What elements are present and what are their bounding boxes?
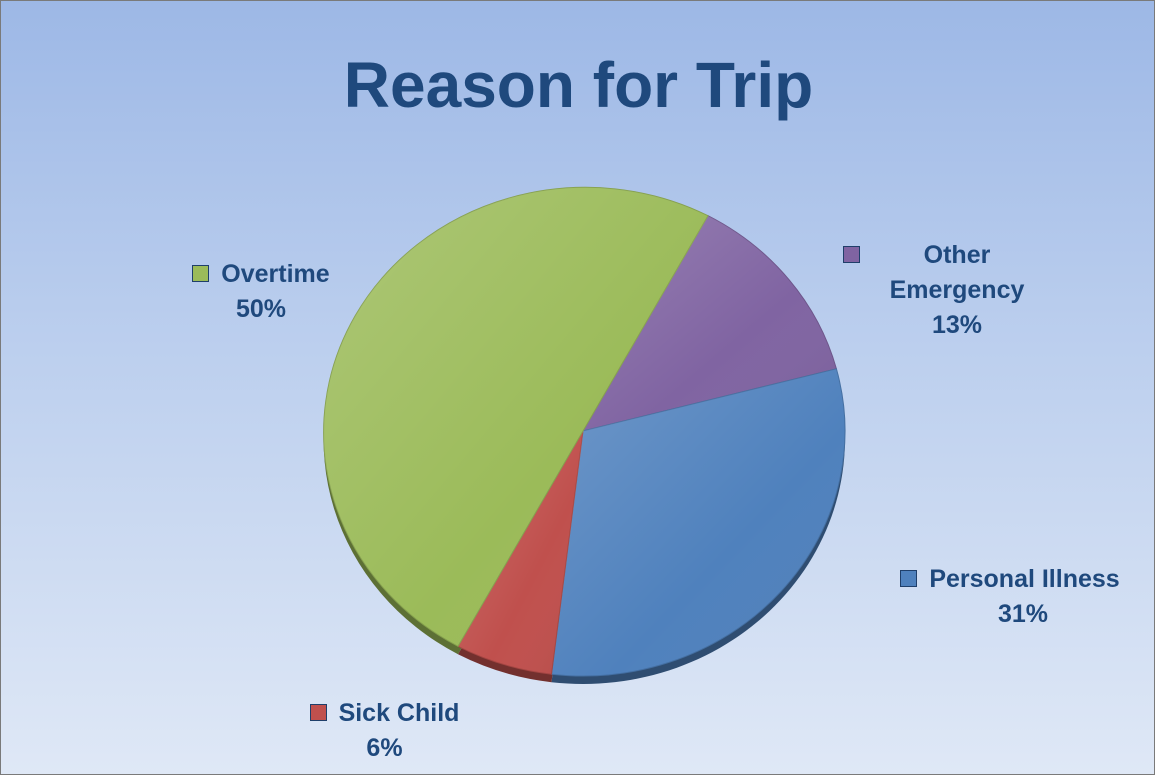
slice-label-personal-illness: Personal Illness 31% [885,562,1135,632]
slice-label-sick-child-percent: 6% [366,734,403,762]
slice-overtime-sheen [323,187,708,647]
other-emergency-swatch-icon [843,246,860,263]
slice-label-overtime-percent: 50% [235,295,287,323]
slice-label-personal-illness-percent: 31% [997,600,1049,628]
chart-title: Reason for Trip [343,49,814,121]
slice-label-overtime: Overtime 50% [166,257,356,327]
slice-label-overtime-name: Overtime [221,260,330,288]
slice-label-sick-child: Sick Child 6% [297,696,472,766]
slice-other-emergency-sheen [583,215,837,431]
slice-label-personal-illness-name: Personal Illness [929,565,1120,593]
slice-sick-child-sheen [458,431,583,675]
sick-child-swatch-icon [309,704,327,721]
personal-illness-swatch-icon [900,570,918,587]
slice-label-other-emergency: Other Emergency 13% [839,238,1039,343]
slice-label-other-emergency-line2: Emergency [889,276,1025,304]
slice-personal-illness-sheen [551,368,845,676]
overtime-swatch-icon [192,265,210,282]
slice-label-other-emergency-line1: Other [923,241,991,269]
slice-label-sick-child-name: Sick Child [338,699,460,727]
slice-label-other-emergency-percent: 13% [931,311,983,339]
